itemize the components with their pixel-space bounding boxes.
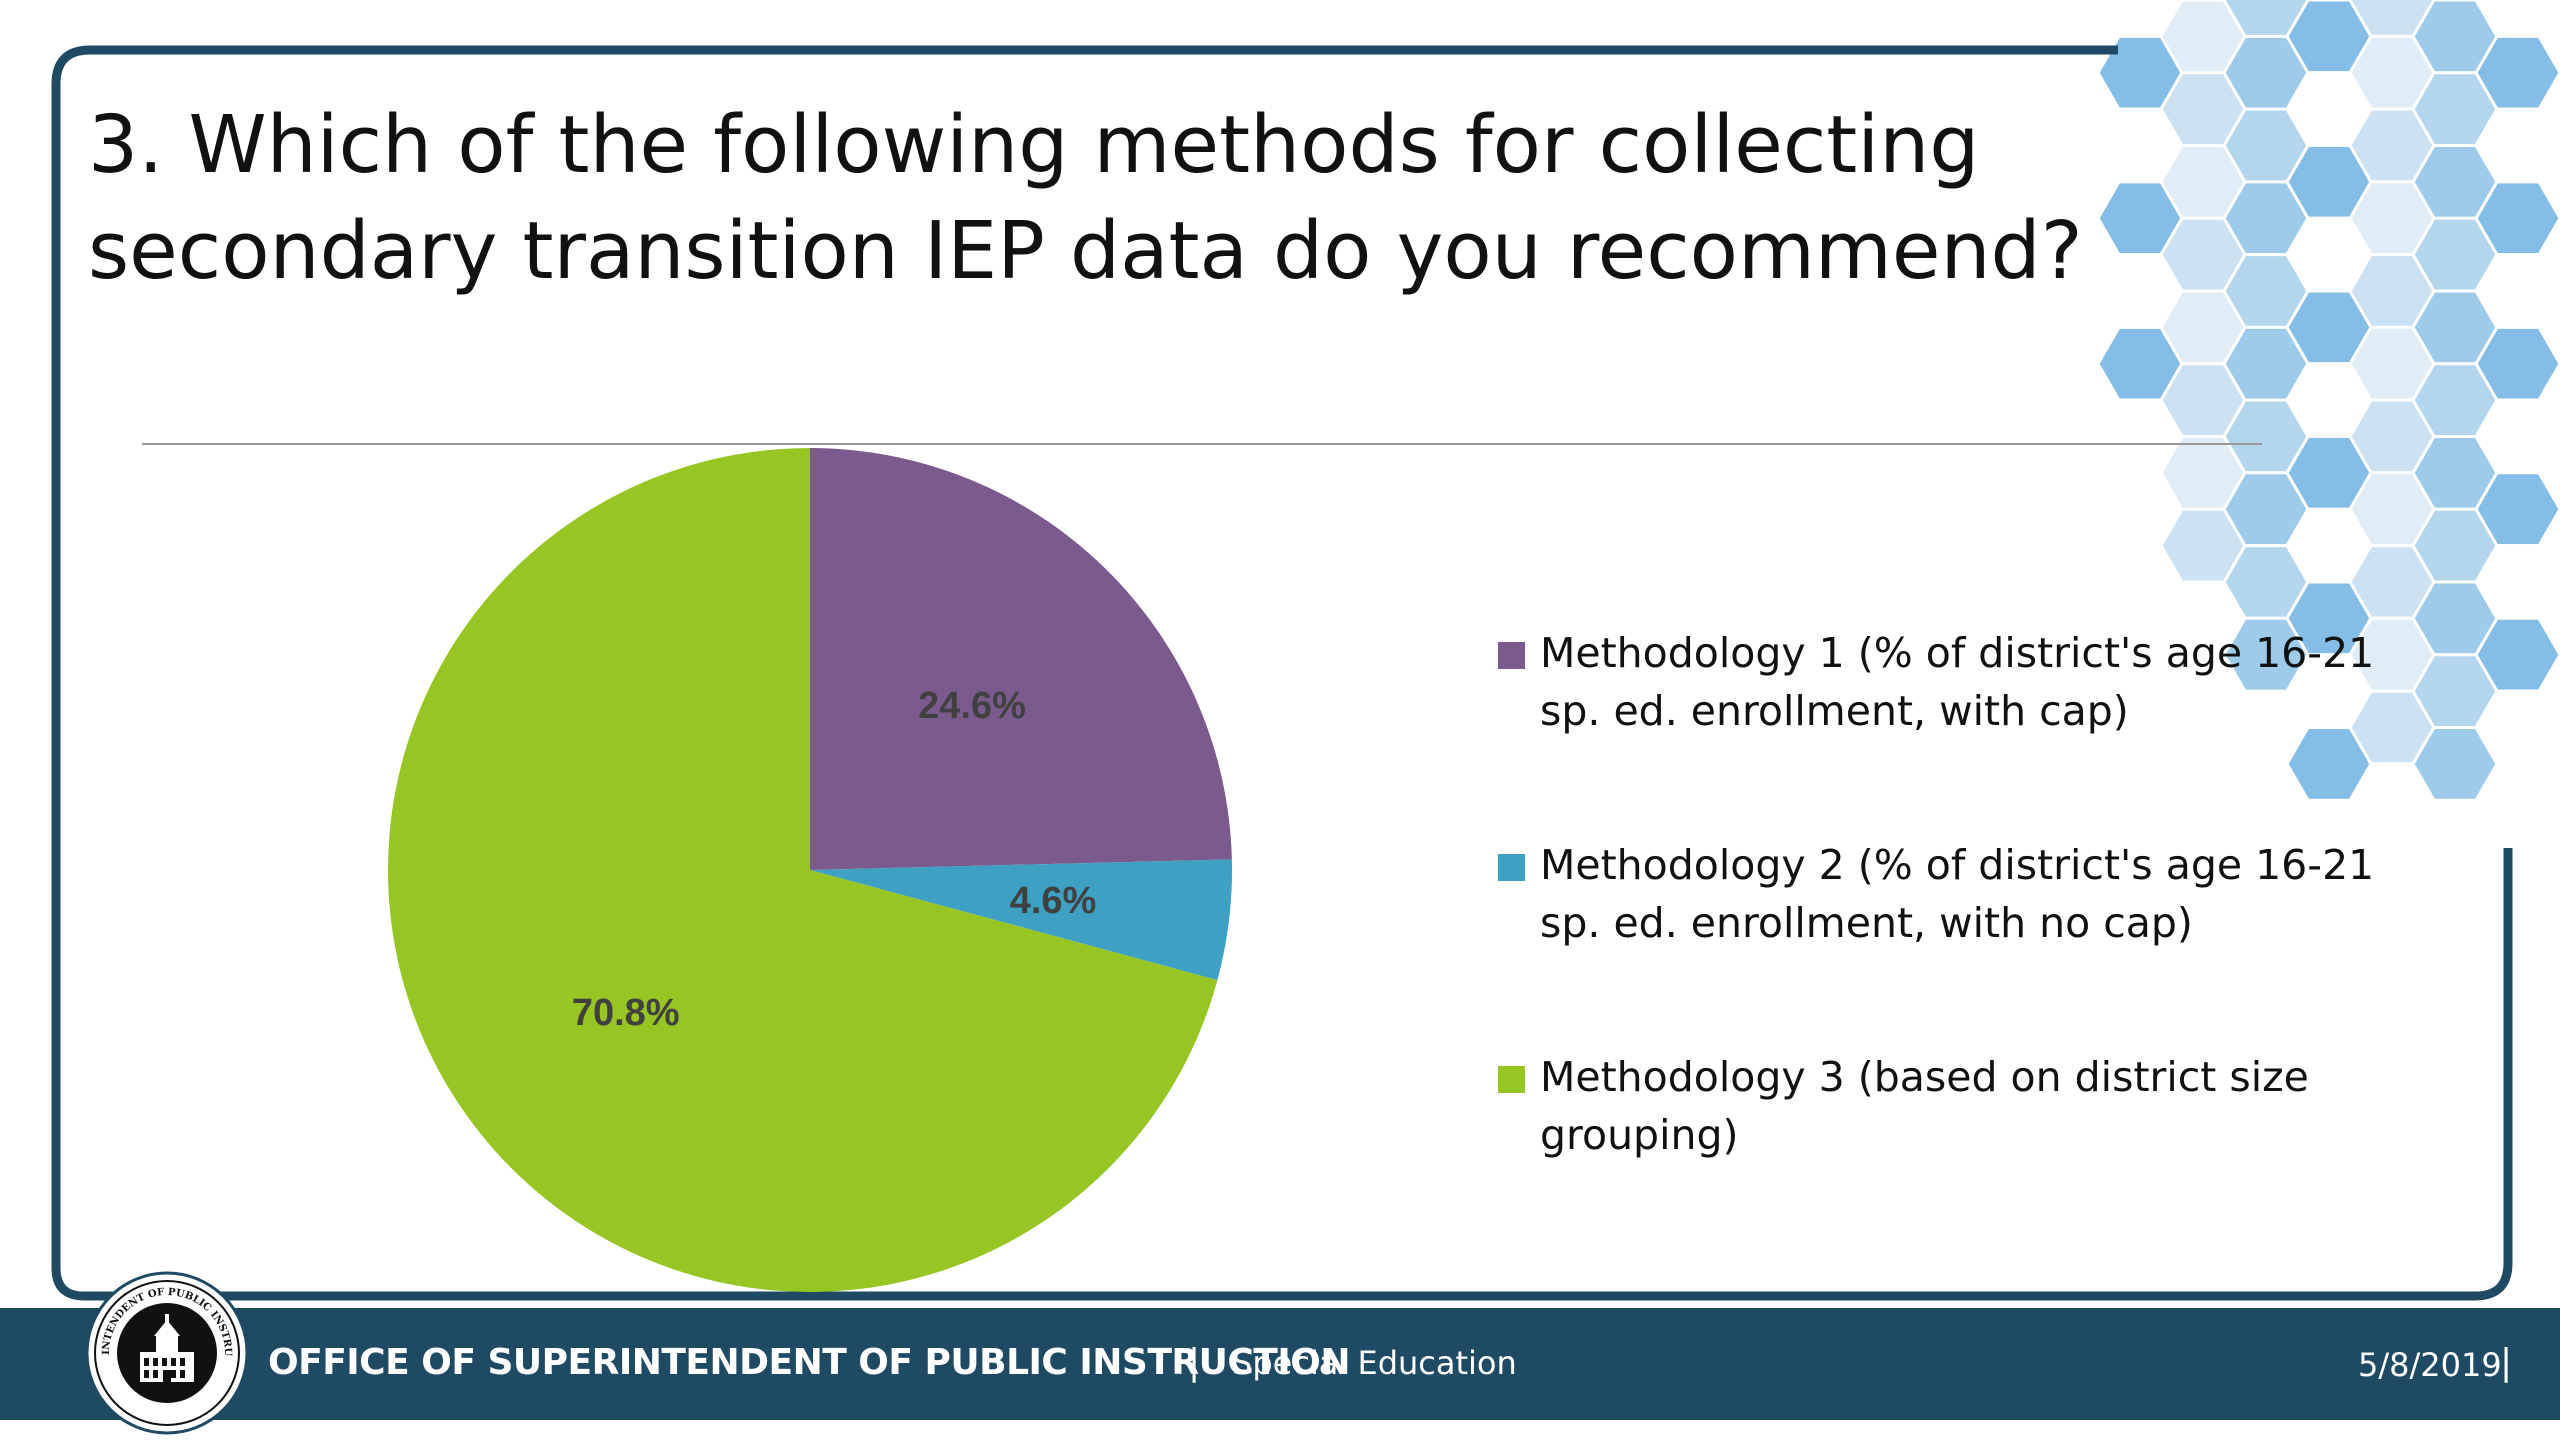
hexagon-shape bbox=[2411, 726, 2499, 802]
legend-item-methodology-2: Methodology 2 (% of district's age 16-21… bbox=[1498, 836, 2398, 952]
hexagon-shape bbox=[2411, 362, 2499, 438]
slide-title-line-1: 3. Which of the following methods for co… bbox=[88, 99, 1980, 191]
legend-item-methodology-3: Methodology 3 (based on district size gr… bbox=[1498, 1048, 2398, 1164]
pie-chart: 24.6% 4.6% 70.8% bbox=[388, 448, 1232, 1292]
legend-label-line: Methodology 1 (% of district's age 16-21 bbox=[1540, 629, 2375, 677]
footer-department: Special Education bbox=[1232, 1344, 1517, 1382]
hexagon-shape bbox=[2096, 34, 2184, 111]
hexagon-shape bbox=[2411, 435, 2499, 511]
hexagon-shape bbox=[2411, 0, 2499, 75]
hexagon-shape bbox=[2285, 362, 2373, 438]
hexagon-shape bbox=[2159, 507, 2247, 584]
legend-swatch-methodology-3 bbox=[1498, 1066, 1525, 1093]
legend-swatch-methodology-1 bbox=[1498, 642, 1525, 669]
hexagon-shape bbox=[2411, 653, 2499, 729]
hexagon-shape bbox=[2159, 435, 2247, 511]
hexagon-shape bbox=[2411, 216, 2499, 293]
hexagon-shape bbox=[2348, 325, 2436, 402]
hexagon-shape bbox=[2474, 325, 2560, 402]
hexagon-shape bbox=[2222, 253, 2310, 329]
hexagon-shape bbox=[2159, 71, 2247, 147]
hexagon-shape bbox=[2474, 471, 2560, 548]
hexagon-shape bbox=[2348, 471, 2436, 548]
hexagon-shape bbox=[2474, 180, 2560, 257]
hexagon-shape bbox=[2222, 34, 2310, 111]
hexagon-shape bbox=[2285, 289, 2373, 366]
hexagon-shape bbox=[2285, 216, 2373, 293]
hexagon-shape bbox=[2348, 0, 2436, 38]
hexagon-shape bbox=[2096, 107, 2184, 184]
hexagon-shape bbox=[2411, 144, 2499, 220]
slide-title: 3. Which of the following methods for co… bbox=[88, 92, 2088, 304]
pie-data-label-2: 4.6% bbox=[1010, 880, 1097, 922]
hexagon-shape bbox=[2285, 71, 2373, 147]
chart-legend: Methodology 1 (% of district's age 16-21… bbox=[1498, 624, 2398, 1260]
hexagon-shape bbox=[2159, 362, 2247, 438]
ospi-seal-logo: SUPERINTENDENT OF PUBLIC INSTRUCTION WAS… bbox=[84, 1270, 249, 1435]
legend-swatch-methodology-2 bbox=[1498, 854, 1525, 881]
hexagon-shape bbox=[2474, 689, 2560, 766]
legend-item-methodology-1: Methodology 1 (% of district's age 16-21… bbox=[1498, 624, 2398, 740]
hexagon-shape bbox=[2411, 289, 2499, 366]
hexagon-shape bbox=[2159, 0, 2247, 75]
hexagon-shape bbox=[2474, 0, 2560, 38]
hexagon-shape bbox=[2474, 107, 2560, 184]
hexagon-shape bbox=[2348, 34, 2436, 111]
hexagon-shape bbox=[2222, 471, 2310, 548]
hexagon-shape bbox=[2096, 253, 2184, 329]
legend-label-line: Methodology 3 (based on district size bbox=[1540, 1053, 2309, 1101]
footer-bar: OFFICE OF SUPERINTENDENT OF PUBLIC INSTR… bbox=[0, 1308, 2560, 1420]
hexagon-shape bbox=[2096, 325, 2184, 402]
hexagon-shape bbox=[2285, 0, 2373, 75]
hexagon-shape bbox=[2348, 544, 2436, 620]
hexagon-shape bbox=[2285, 144, 2373, 220]
hexagon-shape bbox=[2348, 398, 2436, 475]
legend-label-line: Methodology 2 (% of district's age 16-21 bbox=[1540, 841, 2375, 889]
pie-data-label-1: 24.6% bbox=[918, 685, 1026, 727]
hexagon-shape bbox=[2348, 180, 2436, 257]
hexagon-shape bbox=[2285, 507, 2373, 584]
hexagon-shape bbox=[2096, 398, 2184, 475]
pie-data-label-3: 70.8% bbox=[572, 992, 680, 1034]
pie-slice-2 bbox=[810, 859, 1232, 981]
hexagon-shape bbox=[2348, 253, 2436, 329]
hexagon-shape bbox=[2285, 435, 2373, 511]
hexagon-shape bbox=[2474, 544, 2560, 620]
hexagon-shape bbox=[2222, 107, 2310, 184]
hexagon-shape bbox=[2411, 580, 2499, 657]
hexagon-shape bbox=[2348, 107, 2436, 184]
legend-label-line: sp. ed. enrollment, with no cap) bbox=[1540, 899, 2193, 947]
footer-org-name: OFFICE OF SUPERINTENDENT OF PUBLIC INSTR… bbox=[268, 1342, 1350, 1383]
hexagon-shape bbox=[2474, 398, 2560, 475]
pie-slice-3 bbox=[388, 448, 1218, 1292]
hexagon-shape bbox=[2474, 34, 2560, 111]
hexagon-shape bbox=[2474, 253, 2560, 329]
hexagon-shape bbox=[2222, 325, 2310, 402]
hexagon-shape bbox=[2222, 544, 2310, 620]
hexagon-shape bbox=[2222, 180, 2310, 257]
pie-slice-1 bbox=[810, 448, 1232, 870]
footer-separator: | bbox=[1188, 1342, 1201, 1383]
legend-label-line: grouping) bbox=[1540, 1111, 1739, 1159]
slide-title-line-2: secondary transition IEP data do you rec… bbox=[88, 205, 2083, 297]
footer-date: 5/8/2019 bbox=[2358, 1346, 2502, 1384]
hexagon-shape bbox=[2096, 180, 2184, 257]
hexagon-shape bbox=[2222, 398, 2310, 475]
hexagon-shape bbox=[2411, 507, 2499, 584]
hexagon-shape bbox=[2159, 144, 2247, 220]
hexagon-shape bbox=[2474, 616, 2560, 693]
footer-date-separator: | bbox=[2500, 1342, 2513, 1383]
hexagon-shape bbox=[2159, 216, 2247, 293]
legend-label-line: sp. ed. enrollment, with cap) bbox=[1540, 687, 2129, 735]
hexagon-shape bbox=[2222, 0, 2310, 38]
hexagon-shape bbox=[2159, 289, 2247, 366]
hexagon-shape bbox=[2411, 71, 2499, 147]
